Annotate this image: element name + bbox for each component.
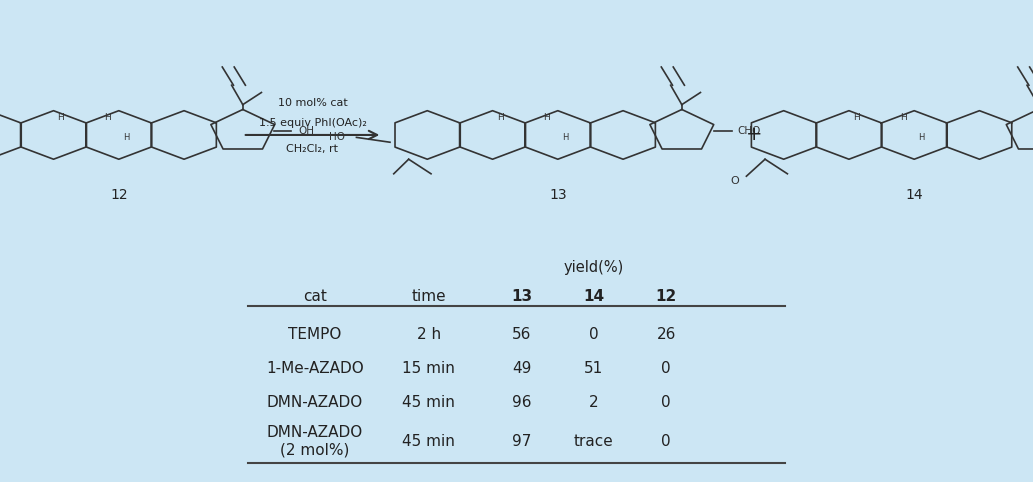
Text: 1.5 equiv PhI(OAc)₂: 1.5 equiv PhI(OAc)₂ (258, 118, 367, 128)
Text: CH₂Cl₂, rt: CH₂Cl₂, rt (286, 144, 339, 154)
Text: 1-Me-AZADO: 1-Me-AZADO (267, 361, 364, 376)
Text: H: H (900, 113, 906, 122)
Text: 0: 0 (661, 395, 671, 410)
Text: 26: 26 (657, 327, 676, 343)
Text: time: time (411, 289, 446, 304)
Text: 14: 14 (584, 289, 604, 304)
Text: OH: OH (299, 126, 315, 136)
Text: yield(%): yield(%) (564, 260, 624, 275)
Text: O: O (730, 176, 740, 186)
Text: HO: HO (330, 133, 345, 142)
Text: 56: 56 (512, 327, 531, 343)
Text: 12: 12 (656, 289, 677, 304)
Text: 49: 49 (512, 361, 531, 376)
Text: H: H (497, 113, 503, 122)
Text: 13: 13 (549, 188, 567, 202)
Text: H: H (543, 113, 550, 122)
Text: TEMPO: TEMPO (288, 327, 342, 343)
Text: CHO: CHO (738, 126, 761, 136)
Text: 51: 51 (585, 361, 603, 376)
Text: 0: 0 (661, 361, 671, 376)
Text: +: + (746, 125, 762, 145)
Text: H: H (918, 133, 925, 142)
Text: cat: cat (303, 289, 327, 304)
Text: H: H (562, 133, 568, 142)
Text: H: H (853, 113, 859, 122)
Text: DMN-AZADO: DMN-AZADO (267, 395, 364, 410)
Text: 0: 0 (589, 327, 599, 343)
Text: (2 mol%): (2 mol%) (280, 442, 350, 457)
Text: 10 mol% cat: 10 mol% cat (278, 98, 347, 108)
Text: 12: 12 (109, 188, 128, 202)
Text: H: H (123, 133, 129, 142)
Text: trace: trace (574, 433, 614, 449)
Text: DMN-AZADO: DMN-AZADO (267, 425, 364, 440)
Text: 97: 97 (512, 433, 531, 449)
Text: 0: 0 (661, 433, 671, 449)
Text: 13: 13 (511, 289, 532, 304)
Text: 15 min: 15 min (402, 361, 456, 376)
Text: 2 h: 2 h (416, 327, 441, 343)
Text: 96: 96 (512, 395, 531, 410)
Text: H: H (58, 113, 64, 122)
Text: 2: 2 (589, 395, 599, 410)
Text: 45 min: 45 min (402, 433, 456, 449)
Text: 14: 14 (905, 188, 924, 202)
Text: H: H (104, 113, 111, 122)
Text: 45 min: 45 min (402, 395, 456, 410)
